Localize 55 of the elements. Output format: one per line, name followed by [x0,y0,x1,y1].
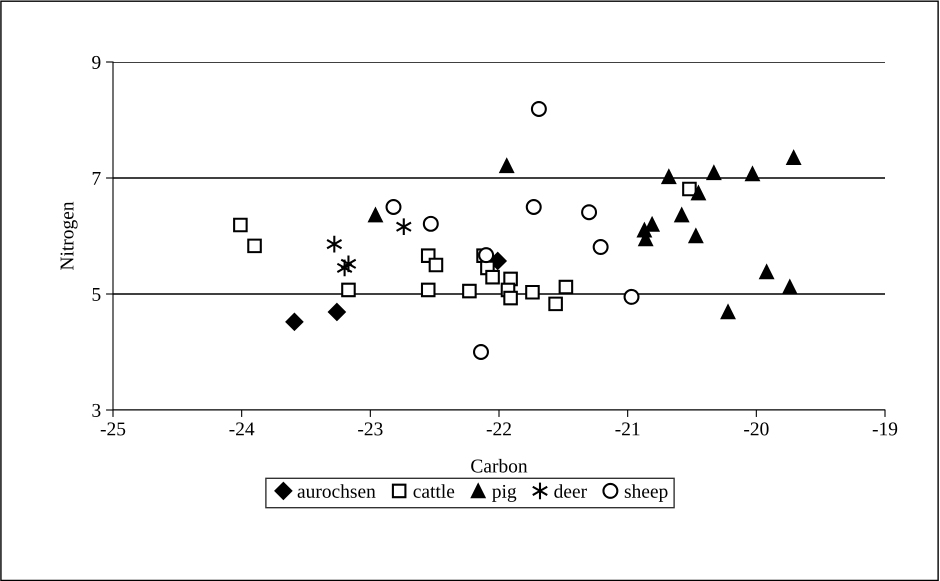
point [691,186,706,200]
y-tick-label: 7 [92,172,101,185]
point [782,280,798,294]
point [472,344,489,360]
x-tick-label: -22 [486,422,511,436]
point [396,217,412,236]
point [581,204,598,220]
point [368,208,383,222]
point [644,217,660,232]
point [328,303,346,321]
point [558,280,574,294]
y-tick-label: 5 [92,288,100,301]
y-axis-title: Nitrogen [60,202,78,270]
point [530,100,547,117]
point [674,208,689,222]
point [478,247,494,264]
point [247,238,262,254]
point [592,239,609,256]
x-axis-title: Carbon [471,458,528,473]
x-tick-label: -20 [744,422,769,436]
point [548,296,563,312]
legend-label: deer [554,484,587,498]
point [233,218,248,232]
point [706,165,722,180]
point [422,216,439,232]
point [462,284,477,298]
legend-label: cattle [414,484,454,498]
point [745,166,760,182]
point [662,170,676,184]
point [386,199,402,215]
point [341,282,356,298]
point [526,199,542,215]
point [525,284,540,300]
point [624,288,640,305]
legend-label: sheep [624,484,668,502]
point [420,282,436,298]
point [688,228,704,244]
point [499,158,514,174]
point [503,290,518,306]
point [720,304,736,320]
x-tick-label: -21 [615,422,640,436]
point [682,182,697,196]
point [485,270,500,284]
x-tick-label: -25 [100,422,126,436]
point [286,312,304,331]
x-tick-label: -24 [229,422,254,436]
y-tick-label: 3 [92,404,100,417]
x-tick-label: -19 [872,422,898,436]
y-tick-label: 9 [92,56,100,69]
x-tick-label: -23 [358,422,383,436]
legend-label: pig [492,484,516,502]
point [428,258,444,272]
point [786,150,801,165]
legend-label: aurochsen [298,484,376,498]
point [759,264,774,280]
